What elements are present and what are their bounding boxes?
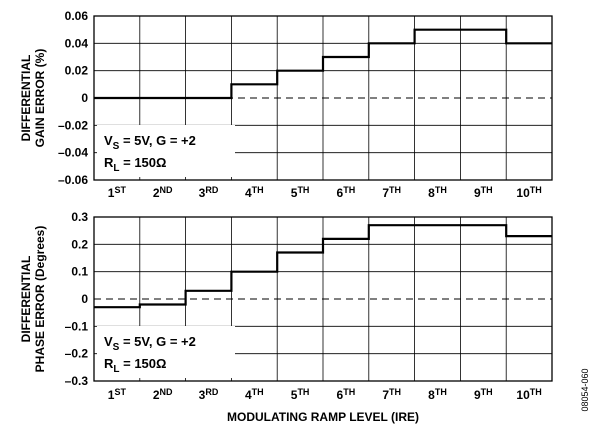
annotation-supply-gain: VS = 5V, G = +2 <box>104 334 196 353</box>
annotation-box <box>97 326 235 378</box>
category-label: 10TH <box>516 185 541 200</box>
category-label: 1ST <box>108 387 127 402</box>
y-tick-label: –0.3 <box>65 374 89 388</box>
y-tick-label: 0.02 <box>65 64 89 78</box>
annotation-box <box>97 125 235 177</box>
category-label: 3RD <box>199 185 219 200</box>
category-label: 9TH <box>474 185 493 200</box>
category-label: 3RD <box>199 387 219 402</box>
plot-frame <box>93 15 553 181</box>
chart-panel-2: –0.3 –0.2 –0.1 0 0.1 0.2 0.3 1ST 2ND 3RD 4TH 5TH 6TH… <box>19 210 553 424</box>
y-tick-label: 0 <box>81 292 88 306</box>
y-tick-label: 0.06 <box>65 9 89 23</box>
category-label: 6TH <box>337 387 356 402</box>
category-label: 4TH <box>245 185 264 200</box>
y-axis-label: DIFFERENTIAL <box>19 55 33 142</box>
category-label: 7TH <box>382 185 401 200</box>
category-label: 9TH <box>474 387 493 402</box>
data-series-step-line <box>94 224 552 309</box>
annotation-supply-gain: VS = 5V, G = +2 <box>104 133 196 152</box>
y-tick-label: –0.1 <box>65 319 89 333</box>
annotation-load: RL = 150Ω <box>104 356 166 375</box>
y-tick-label: –0.2 <box>65 347 89 361</box>
y-tick-label: 0.04 <box>65 36 89 50</box>
category-label: 7TH <box>382 387 401 402</box>
figure-code: 08054-060 <box>580 368 590 411</box>
y-tick-label: 0 <box>81 91 88 105</box>
annotation-load: RL = 150Ω <box>104 155 166 174</box>
category-label: 8TH <box>428 387 447 402</box>
category-label: 6TH <box>337 185 356 200</box>
y-tick-label: –0.04 <box>58 146 88 160</box>
category-label: 8TH <box>428 185 447 200</box>
plot-frame <box>93 216 553 382</box>
category-label: 10TH <box>516 387 541 402</box>
y-tick-label: 0.2 <box>71 237 88 251</box>
y-tick-label: –0.06 <box>58 173 88 187</box>
data-series-step-line <box>94 28 552 100</box>
category-label: 4TH <box>245 387 264 402</box>
category-label: 5TH <box>291 387 310 402</box>
y-tick-label: 0.1 <box>71 265 88 279</box>
category-label: 2ND <box>153 387 173 402</box>
y-axis-label: GAIN ERROR (%) <box>33 49 47 148</box>
y-tick-label: –0.02 <box>58 118 88 132</box>
category-label: 5TH <box>291 185 310 200</box>
category-label: 1ST <box>108 185 127 200</box>
category-label: 2ND <box>153 185 173 200</box>
y-tick-label: 0.3 <box>71 210 88 224</box>
chart-panel-1: –0.06 –0.04 –0.02 0 0.02 0.04 0.06 1ST 2ND 3RD 4TH… <box>19 9 553 200</box>
y-axis-label: PHASE ERROR (Degrees) <box>33 226 47 373</box>
x-axis-label: MODULATING RAMP LEVEL (IRE) <box>227 410 419 424</box>
y-axis-label: DIFFERENTIAL <box>19 256 33 343</box>
